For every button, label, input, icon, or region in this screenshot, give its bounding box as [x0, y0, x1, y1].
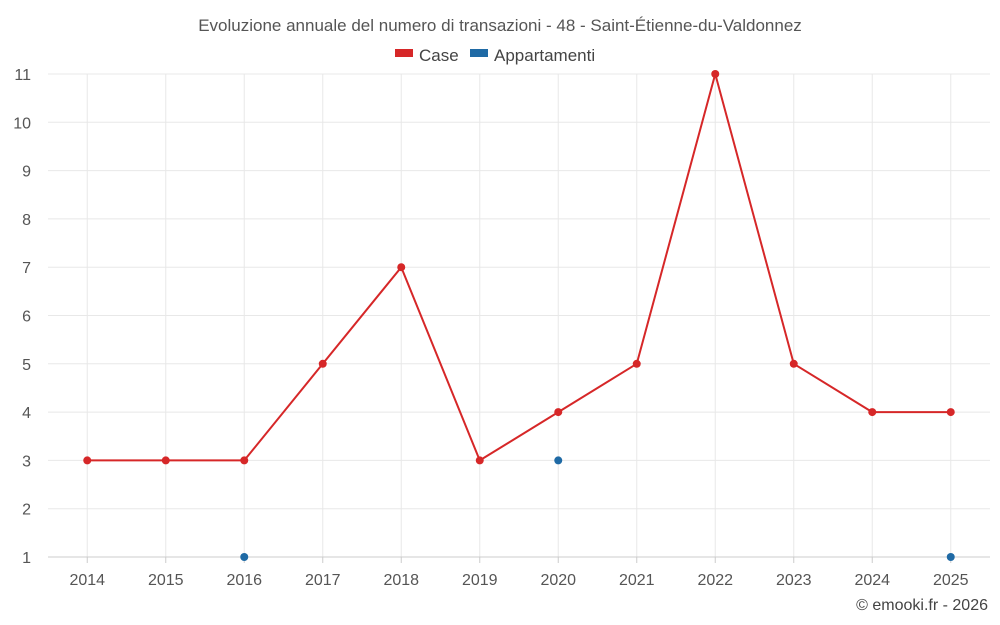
data-point-case-2017[interactable] — [318, 359, 327, 368]
data-point-case-2020[interactable] — [554, 408, 563, 417]
x-tick-label: 2020 — [540, 572, 576, 589]
legend-label-case[interactable]: Case — [419, 46, 459, 65]
series-case — [83, 70, 955, 465]
y-tick-label: 5 — [22, 357, 31, 374]
y-tick-label: 4 — [22, 405, 31, 422]
series — [83, 70, 955, 561]
legend: Case Appartamenti — [395, 46, 595, 65]
y-tick-label: 3 — [22, 453, 31, 470]
x-tick-label: 2016 — [226, 572, 262, 589]
data-point-appartamenti-2016[interactable] — [240, 553, 249, 561]
x-tick-label: 2014 — [69, 572, 105, 589]
x-tick-label: 2017 — [305, 572, 341, 589]
series-appartamenti — [240, 456, 955, 561]
y-tick-label: 6 — [22, 309, 31, 326]
x-tick-label: 2024 — [854, 572, 890, 589]
x-tick-label: 2022 — [697, 572, 733, 589]
chart-title: Evoluzione annuale del numero di transaz… — [198, 16, 802, 35]
series-line-case — [87, 73, 951, 462]
data-point-case-2022[interactable] — [711, 70, 720, 78]
y-tick-label: 9 — [22, 164, 31, 181]
y-tick-label: 7 — [22, 260, 31, 277]
legend-swatch-case[interactable] — [395, 49, 413, 57]
x-tick-label: 2023 — [776, 572, 812, 589]
data-point-case-2014[interactable] — [83, 456, 92, 465]
data-point-case-2024[interactable] — [868, 408, 877, 417]
data-point-case-2025[interactable] — [946, 408, 955, 417]
data-point-case-2021[interactable] — [632, 359, 641, 368]
x-tick-label: 2019 — [462, 572, 498, 589]
data-point-case-2016[interactable] — [240, 456, 249, 465]
data-point-case-2018[interactable] — [397, 263, 406, 272]
data-point-appartamenti-2025[interactable] — [946, 553, 955, 561]
data-point-case-2019[interactable] — [475, 456, 484, 465]
y-tick-label: 10 — [13, 115, 31, 132]
y-tick-label: 1 — [22, 550, 31, 567]
y-tick-label: 11 — [14, 67, 31, 84]
x-tick-label: 2015 — [148, 572, 184, 589]
x-tick-label: 2018 — [383, 572, 419, 589]
data-point-case-2023[interactable] — [789, 359, 798, 368]
y-tick-label: 2 — [22, 502, 31, 519]
x-tick-label: 2021 — [619, 572, 655, 589]
x-tick-label: 2025 — [933, 572, 969, 589]
data-point-appartamenti-2020[interactable] — [554, 456, 563, 465]
data-point-case-2015[interactable] — [161, 456, 170, 465]
axes: 1 2 3 4 5 6 7 8 9 10 11 2014 2015 2016 2017 2018 2019 202… — [13, 67, 990, 589]
gridlines — [48, 73, 990, 558]
legend-label-appartamenti[interactable]: Appartamenti — [494, 46, 595, 65]
legend-swatch-appartamenti[interactable] — [470, 49, 488, 57]
y-tick-label: 8 — [22, 212, 31, 229]
credit-text: © emooki.fr - 2026 — [856, 597, 988, 614]
